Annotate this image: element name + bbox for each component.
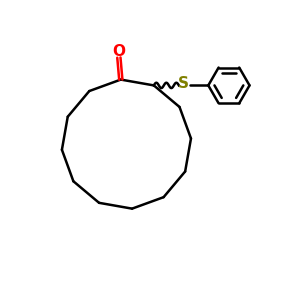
Text: S: S [178,76,189,92]
Text: O: O [112,44,125,59]
